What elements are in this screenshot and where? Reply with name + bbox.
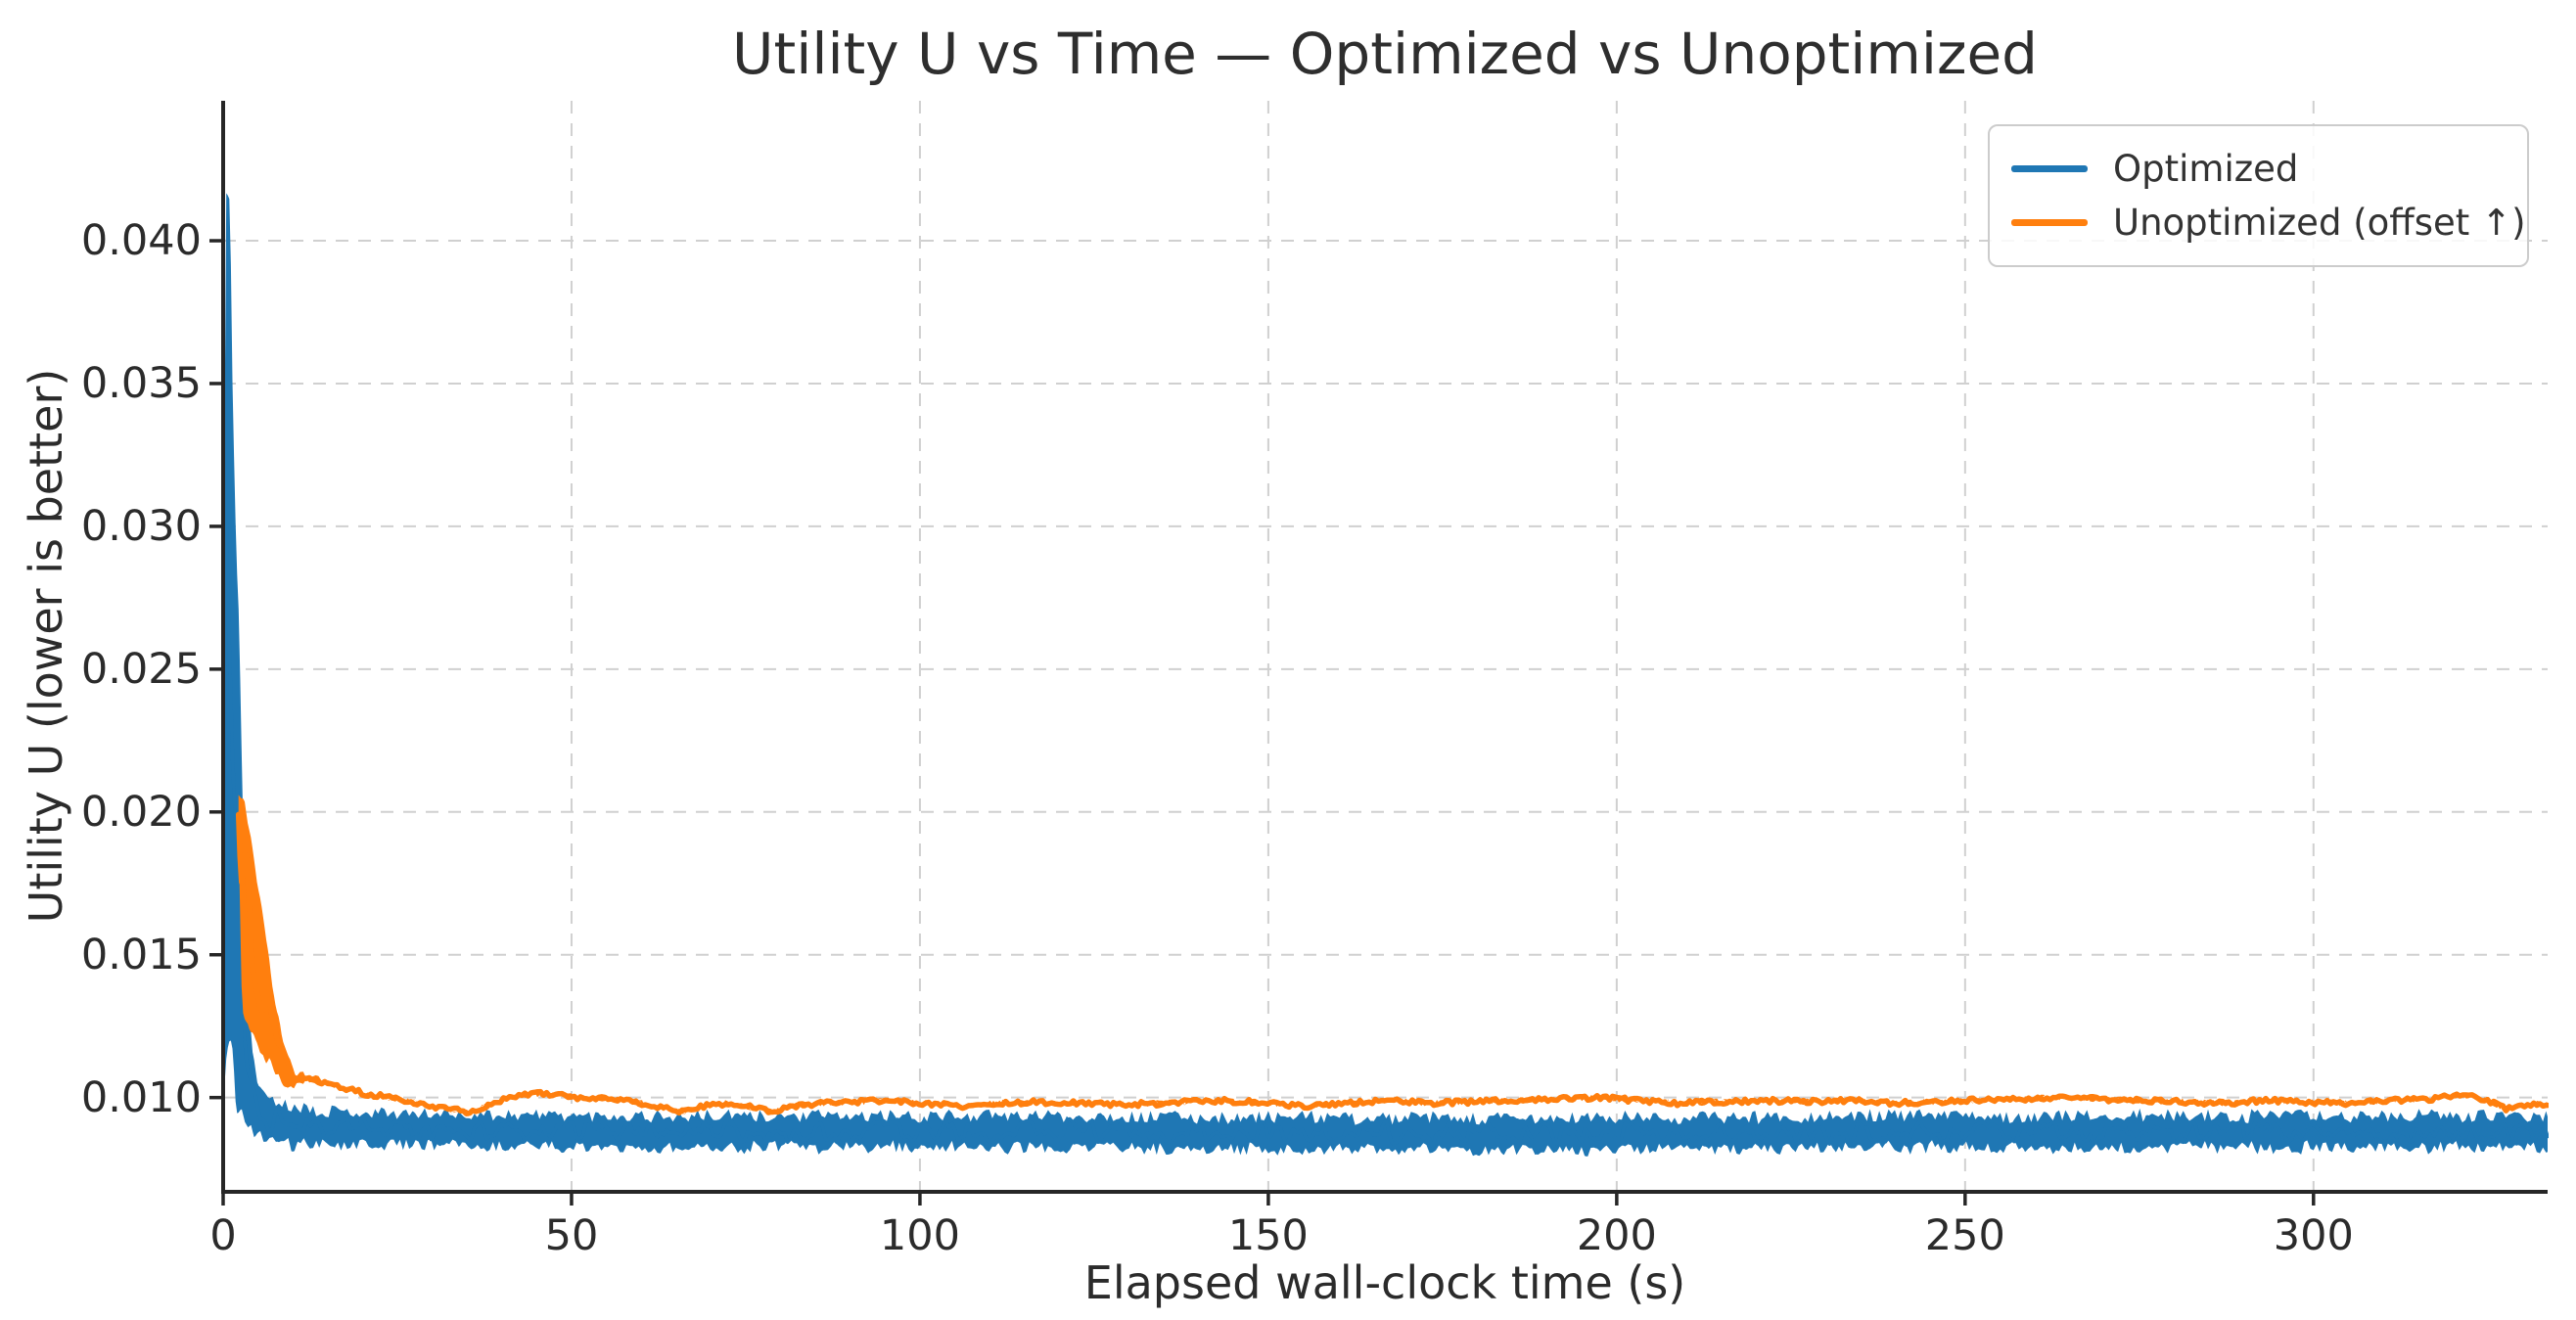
- x-tick-label: 300: [2273, 1211, 2354, 1260]
- legend-line-unoptimized-swatch: [2011, 218, 2088, 226]
- tick-marks: [209, 239, 2316, 1206]
- legend-item-unoptimized: Unoptimized (offset ↑): [2011, 205, 2526, 241]
- legend-line-optimized-swatch: [2011, 165, 2088, 173]
- x-tick-label: 0: [209, 1211, 237, 1260]
- y-tick-label: 0.010: [80, 1072, 202, 1122]
- y-tick-label: 0.025: [80, 644, 202, 694]
- x-tick-label: 250: [1924, 1211, 2005, 1260]
- y-tick-label: 0.030: [80, 501, 202, 551]
- axes-spines: [221, 101, 2548, 1194]
- x-tick-label: 50: [544, 1211, 599, 1260]
- x-tick-label: 200: [1576, 1211, 1657, 1260]
- x-tick-label: 150: [1227, 1211, 1309, 1260]
- series-unoptimized-offset: [235, 795, 2549, 1116]
- legend-label-unoptimized: Unoptimized (offset ↑): [2113, 201, 2526, 244]
- x-axis-label: Elapsed wall-clock time (s): [1083, 1256, 1686, 1309]
- y-tick-label: 0.040: [80, 216, 202, 266]
- legend: Optimized Unoptimized (offset ↑): [1988, 124, 2529, 267]
- legend-label-optimized: Optimized: [2113, 148, 2299, 191]
- grid-lines: [222, 101, 2548, 1192]
- x-tick-label: 100: [879, 1211, 960, 1260]
- y-tick-label: 0.020: [80, 787, 202, 837]
- y-tick-label: 0.015: [80, 930, 202, 979]
- series-optimized: [222, 193, 2549, 1157]
- chart-title: Utility U vs Time — Optimized vs Unoptim…: [732, 21, 2038, 87]
- legend-item-optimized: Optimized: [2011, 151, 2517, 187]
- y-tick-label: 0.035: [80, 358, 202, 408]
